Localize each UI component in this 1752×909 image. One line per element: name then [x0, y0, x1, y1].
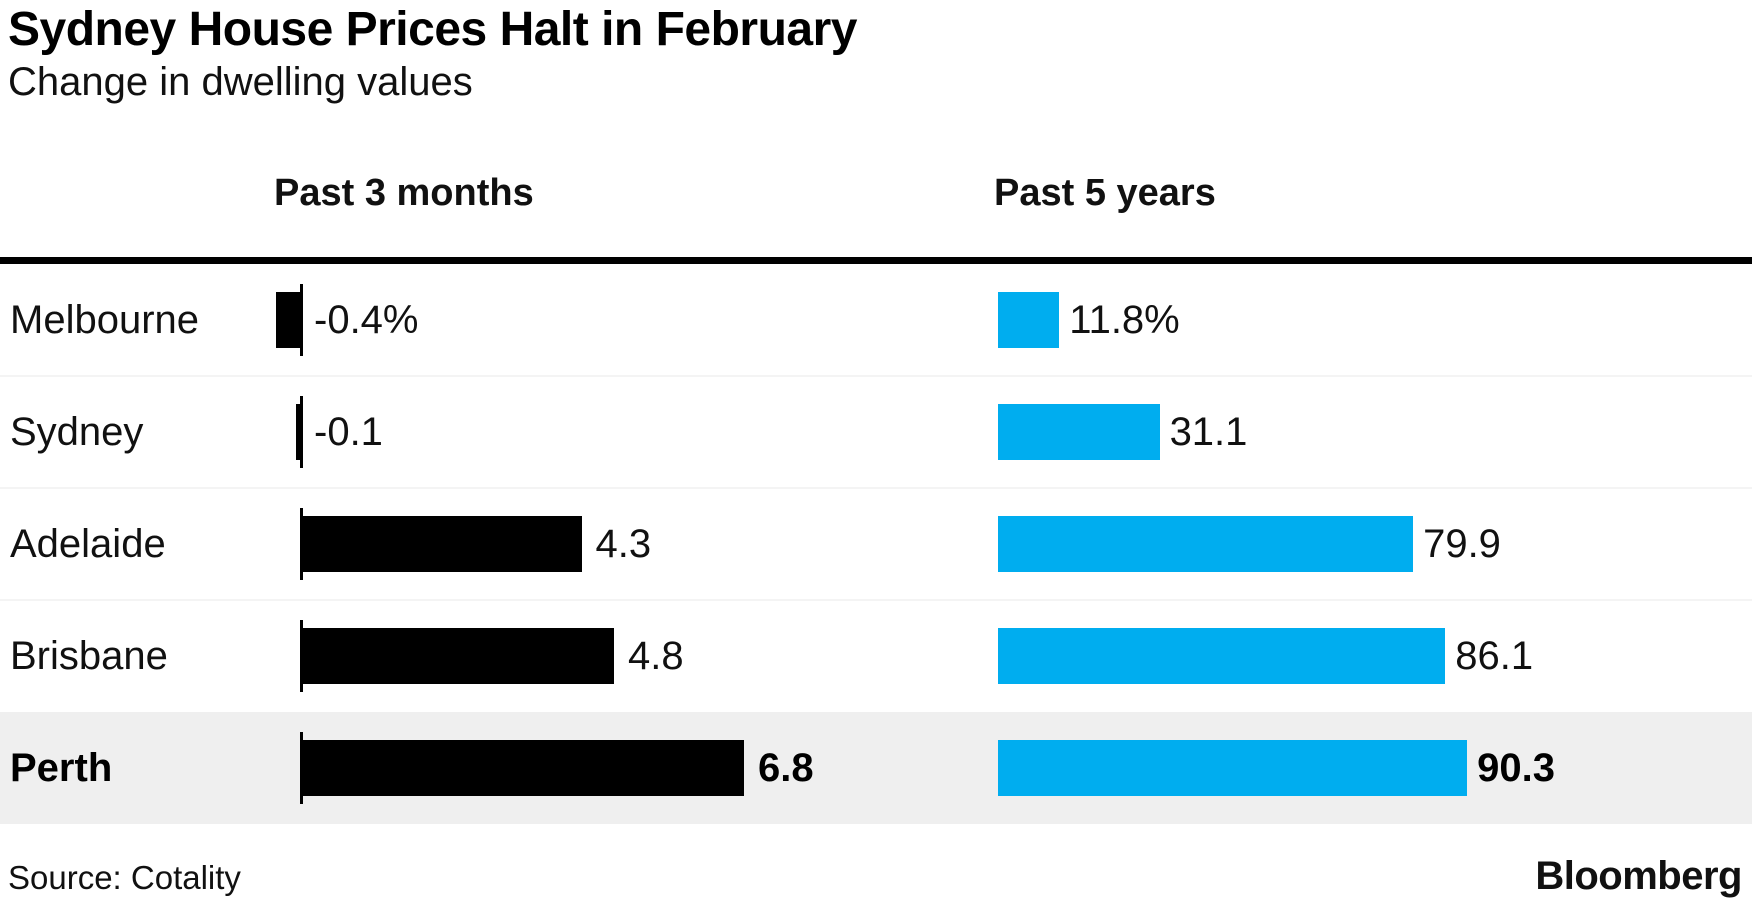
row-label: Brisbane [10, 634, 168, 678]
bar-past-3-months [295, 404, 302, 460]
bar-past-5-years [998, 292, 1060, 348]
table-row: Sydney -0.1 31.1 [0, 375, 1752, 488]
axis-tick [300, 620, 303, 692]
bloomberg-logo: Bloomberg [1535, 854, 1742, 898]
row-label: Perth [10, 746, 113, 790]
value-label-past-3-months: -0.4% [314, 298, 419, 342]
value-label-past-3-months: 6.8 [758, 746, 814, 790]
value-label-past-3-months: -0.1 [314, 410, 383, 454]
value-label-past-5-years: 86.1 [1455, 634, 1534, 678]
bar-past-3-months [276, 292, 302, 348]
table-row: Adelaide 4.3 79.9 [0, 487, 1752, 600]
row-label: Sydney [10, 410, 144, 454]
bar-past-3-months [302, 516, 582, 572]
value-label-past-3-months: 4.3 [595, 522, 652, 566]
row-label: Melbourne [10, 298, 200, 342]
value-label-past-5-years: 79.9 [1423, 522, 1501, 566]
bar-past-3-months [302, 628, 614, 684]
bar-past-5-years [998, 740, 1468, 796]
table-row: Perth 6.8 90.3 [0, 712, 1752, 824]
axis-tick [300, 508, 303, 580]
bar-past-5-years [998, 516, 1414, 572]
row-label: Adelaide [10, 522, 166, 566]
value-label-past-5-years: 11.8% [1069, 298, 1180, 342]
table-row: Melbourne -0.4% 11.8% [0, 264, 1752, 376]
bar-past-3-months [302, 740, 744, 796]
bar-past-5-years [998, 628, 1446, 684]
value-label-past-5-years: 31.1 [1169, 410, 1248, 454]
source-label: Source: Cotality [8, 859, 241, 896]
value-label-past-3-months: 4.8 [628, 634, 684, 678]
page-title: Sydney House Prices Halt in February [8, 3, 857, 56]
chart-rows: Melbourne -0.4% 11.8% Sydney -0.1 31.1 Adelaid… [0, 264, 1752, 824]
axis-tick [300, 396, 303, 468]
column-header-past-5-years: Past 5 years [994, 172, 1216, 214]
bar-past-5-years [998, 404, 1160, 460]
value-label-past-5-years: 90.3 [1477, 746, 1555, 790]
header-rule [0, 257, 1752, 264]
axis-tick [300, 732, 303, 804]
chart-subtitle: Change in dwelling values [8, 60, 473, 104]
column-header-past-3-months: Past 3 months [274, 172, 534, 214]
axis-tick [300, 284, 303, 356]
table-row: Brisbane 4.8 86.1 [0, 599, 1752, 712]
